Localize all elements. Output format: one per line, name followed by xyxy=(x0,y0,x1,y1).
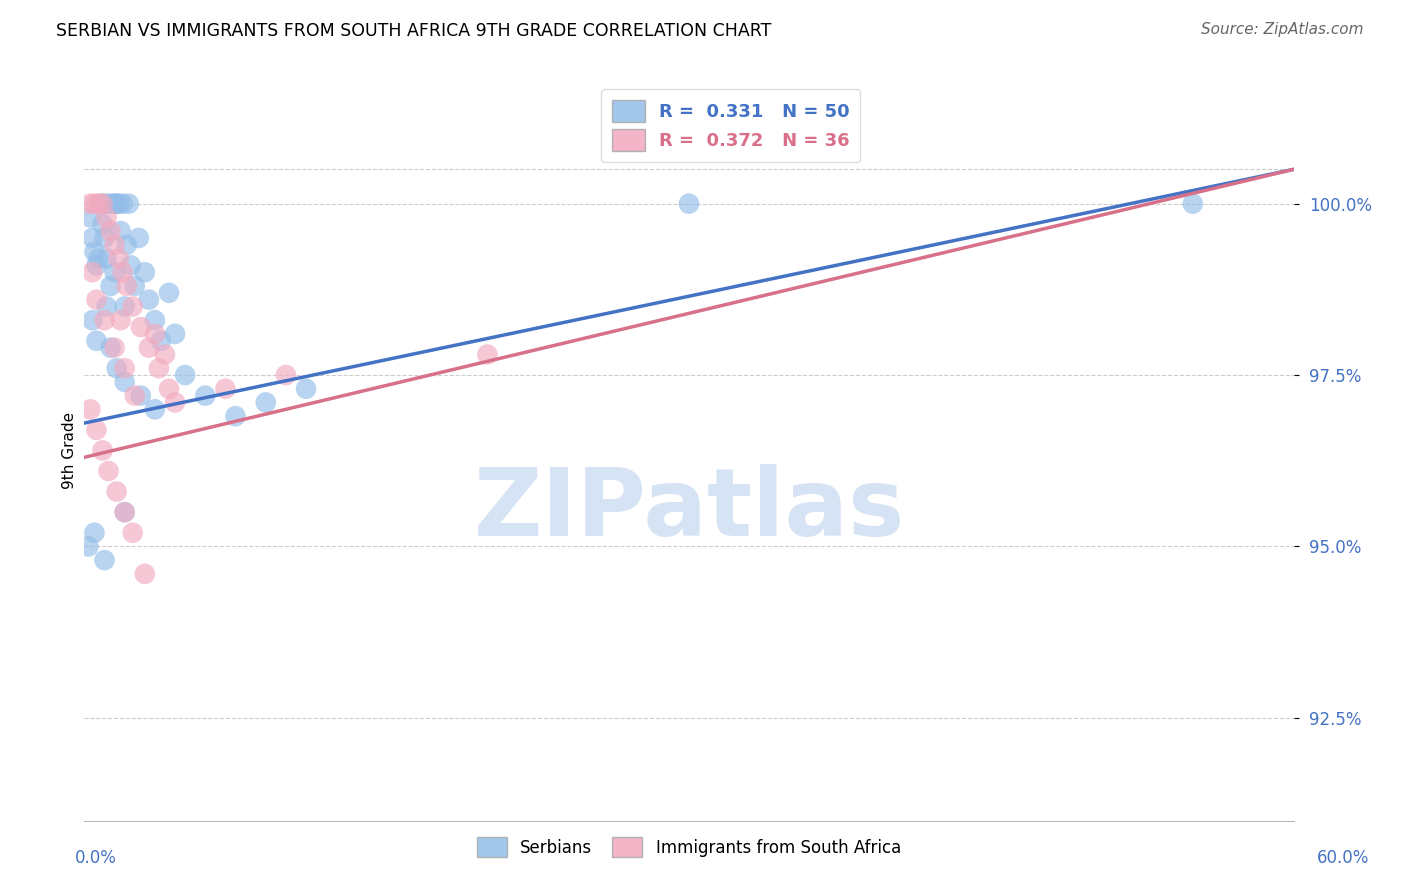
Point xyxy=(107,252,129,266)
Point xyxy=(165,395,187,409)
Point xyxy=(124,279,146,293)
Point xyxy=(114,505,136,519)
Point xyxy=(254,395,277,409)
Point xyxy=(100,341,122,355)
Point xyxy=(129,389,152,403)
Point xyxy=(86,423,108,437)
Legend: Serbians, Immigrants from South Africa: Serbians, Immigrants from South Africa xyxy=(470,830,908,864)
Point xyxy=(157,382,180,396)
Point xyxy=(111,265,134,279)
Point xyxy=(115,237,138,252)
Point xyxy=(79,402,101,417)
Point xyxy=(105,196,128,211)
Point xyxy=(124,389,146,403)
Point xyxy=(83,196,105,211)
Text: ZIPatlas: ZIPatlas xyxy=(474,464,904,556)
Point xyxy=(77,540,100,554)
Point xyxy=(225,409,247,424)
Point xyxy=(214,382,236,396)
Point xyxy=(97,464,120,478)
Point xyxy=(83,525,105,540)
Point xyxy=(118,196,141,211)
Point xyxy=(138,341,160,355)
Text: 60.0%: 60.0% xyxy=(1316,849,1369,867)
Point xyxy=(477,347,499,361)
Point xyxy=(194,389,217,403)
Point xyxy=(111,196,134,211)
Point xyxy=(274,368,297,382)
Point xyxy=(83,244,105,259)
Point xyxy=(148,361,170,376)
Point xyxy=(114,300,136,314)
Point xyxy=(104,237,127,252)
Point xyxy=(120,259,142,273)
Point xyxy=(93,313,115,327)
Point xyxy=(86,293,108,307)
Point xyxy=(129,320,152,334)
Point xyxy=(91,196,114,211)
Point xyxy=(143,313,166,327)
Point xyxy=(678,196,700,211)
Point xyxy=(134,265,156,279)
Point xyxy=(143,402,166,417)
Point xyxy=(87,252,110,266)
Point xyxy=(121,300,143,314)
Point xyxy=(1181,196,1204,211)
Point xyxy=(105,484,128,499)
Point xyxy=(101,196,124,211)
Text: SERBIAN VS IMMIGRANTS FROM SOUTH AFRICA 9TH GRADE CORRELATION CHART: SERBIAN VS IMMIGRANTS FROM SOUTH AFRICA … xyxy=(56,22,772,40)
Point xyxy=(104,341,127,355)
Point xyxy=(138,293,160,307)
Point xyxy=(295,382,318,396)
Point xyxy=(114,505,136,519)
Point xyxy=(79,196,101,211)
Text: 0.0%: 0.0% xyxy=(75,849,117,867)
Point xyxy=(105,361,128,376)
Point xyxy=(93,196,115,211)
Y-axis label: 9th Grade: 9th Grade xyxy=(62,412,77,489)
Point xyxy=(93,553,115,567)
Text: Source: ZipAtlas.com: Source: ZipAtlas.com xyxy=(1201,22,1364,37)
Point xyxy=(114,375,136,389)
Point xyxy=(114,361,136,376)
Point xyxy=(100,224,122,238)
Point xyxy=(153,347,176,361)
Point xyxy=(82,313,104,327)
Point xyxy=(82,265,104,279)
Point xyxy=(157,285,180,300)
Point xyxy=(79,211,101,225)
Point xyxy=(149,334,172,348)
Point xyxy=(86,334,108,348)
Point xyxy=(96,300,118,314)
Point xyxy=(86,259,108,273)
Point xyxy=(104,265,127,279)
Point xyxy=(128,231,150,245)
Point xyxy=(93,231,115,245)
Point xyxy=(104,196,127,211)
Point xyxy=(91,443,114,458)
Point xyxy=(174,368,197,382)
Point xyxy=(110,224,132,238)
Point xyxy=(89,196,111,211)
Point xyxy=(121,525,143,540)
Point xyxy=(82,231,104,245)
Point xyxy=(100,279,122,293)
Point xyxy=(97,196,120,211)
Point xyxy=(91,217,114,231)
Point xyxy=(96,211,118,225)
Point xyxy=(96,252,118,266)
Point xyxy=(165,326,187,341)
Point xyxy=(87,196,110,211)
Point xyxy=(134,566,156,581)
Point xyxy=(143,326,166,341)
Point xyxy=(115,279,138,293)
Point xyxy=(110,313,132,327)
Point xyxy=(107,196,129,211)
